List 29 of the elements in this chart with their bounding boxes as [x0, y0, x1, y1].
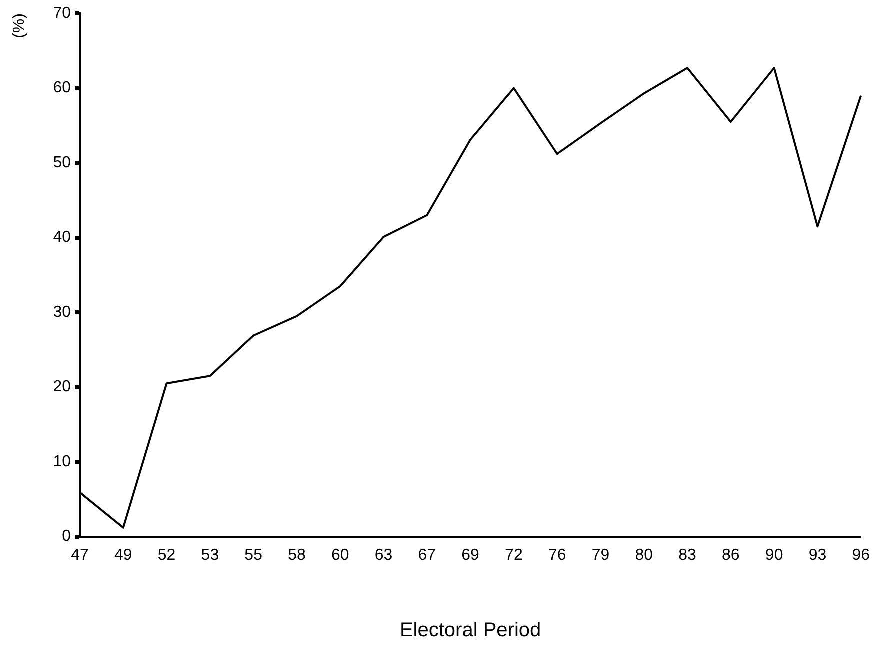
x-tick-label: 53 — [201, 546, 220, 564]
y-tick-label: 0 — [62, 528, 72, 546]
x-tick-label: 63 — [374, 546, 393, 564]
x-tick-label: 96 — [852, 546, 870, 564]
x-tick-label: 80 — [635, 546, 654, 564]
x-tick-label: 55 — [244, 546, 263, 564]
x-tick-label: 90 — [765, 546, 784, 564]
y-tick-label: 70 — [53, 5, 72, 22]
x-tick-label: 69 — [462, 546, 480, 564]
y-tick-label: 20 — [53, 378, 72, 396]
y-tick-label: 40 — [53, 229, 72, 246]
x-tick-label: 76 — [548, 546, 566, 564]
x-tick-label: 93 — [808, 546, 827, 564]
x-tick-label: 86 — [722, 546, 740, 564]
y-tick-label: 50 — [53, 154, 72, 172]
x-tick-label: 72 — [505, 546, 523, 564]
y-tick-label: 10 — [53, 453, 72, 470]
x-tick-label: 83 — [678, 546, 697, 564]
x-tick-label: 58 — [288, 546, 306, 564]
x-tick-label: 60 — [331, 546, 350, 564]
x-tick-label: 79 — [592, 546, 610, 564]
x-tick-label: 52 — [158, 546, 176, 564]
x-axis-title: Electoral Period — [400, 620, 542, 642]
y-tick-label: 30 — [53, 304, 72, 321]
x-tick-label: 47 — [71, 546, 89, 564]
y-axis-title: (%) — [11, 14, 28, 38]
y-tick-label: 60 — [53, 80, 72, 97]
x-tick-label: 67 — [418, 546, 436, 564]
x-tick-label: 49 — [114, 546, 132, 564]
